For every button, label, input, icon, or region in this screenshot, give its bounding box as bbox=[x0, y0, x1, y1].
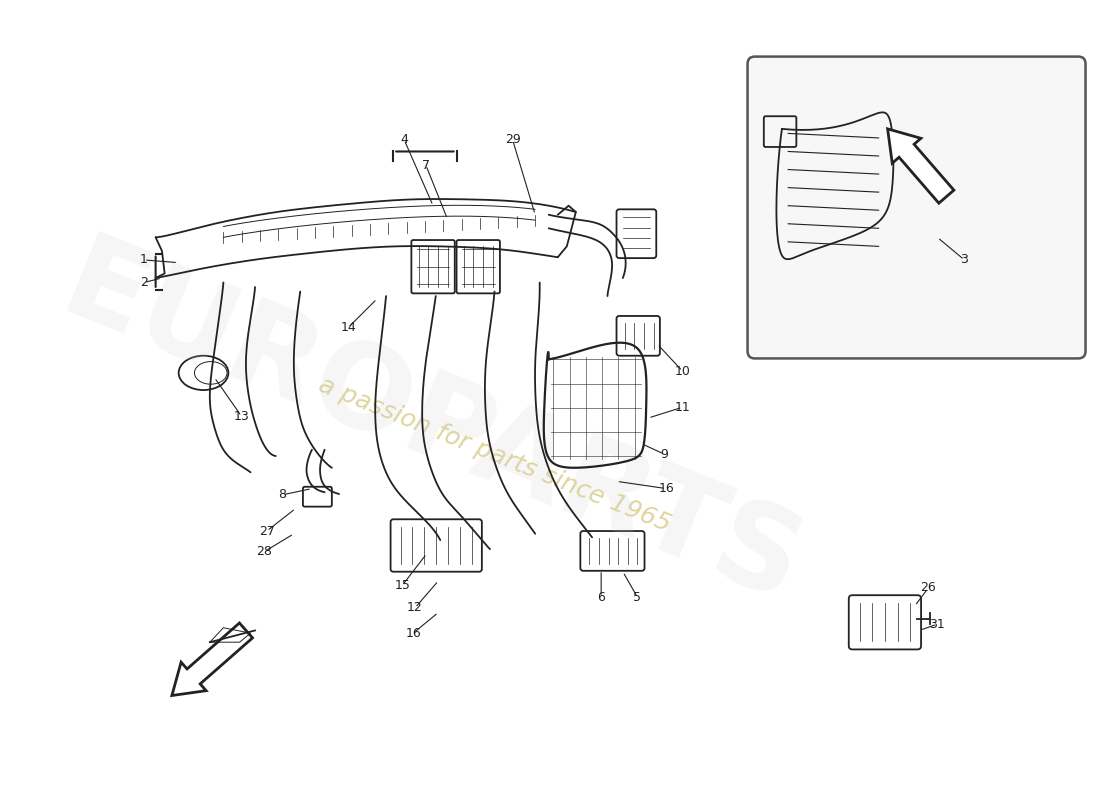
Text: 1: 1 bbox=[140, 254, 147, 266]
Text: 16: 16 bbox=[658, 482, 674, 495]
Text: 9: 9 bbox=[660, 448, 669, 461]
Text: 7: 7 bbox=[421, 158, 430, 171]
Text: 26: 26 bbox=[921, 582, 936, 594]
Text: 3: 3 bbox=[960, 254, 968, 266]
Text: 4: 4 bbox=[400, 134, 408, 146]
Text: 27: 27 bbox=[258, 525, 275, 538]
FancyArrow shape bbox=[172, 623, 253, 695]
Text: a passion for parts since 1965: a passion for parts since 1965 bbox=[315, 372, 674, 536]
Text: 31: 31 bbox=[930, 618, 945, 630]
Text: 6: 6 bbox=[597, 590, 605, 603]
Text: 13: 13 bbox=[233, 410, 250, 422]
Text: 28: 28 bbox=[256, 546, 272, 558]
FancyArrow shape bbox=[888, 129, 954, 203]
Text: 12: 12 bbox=[407, 602, 422, 614]
Text: 15: 15 bbox=[395, 578, 410, 592]
FancyBboxPatch shape bbox=[748, 57, 1086, 358]
Text: 16: 16 bbox=[405, 626, 421, 640]
Text: 10: 10 bbox=[674, 365, 691, 378]
Text: 8: 8 bbox=[278, 488, 286, 502]
Text: 29: 29 bbox=[505, 134, 520, 146]
Text: 2: 2 bbox=[140, 276, 147, 289]
Text: 5: 5 bbox=[634, 590, 641, 603]
Text: 14: 14 bbox=[340, 322, 356, 334]
Text: EUROPARTS: EUROPARTS bbox=[45, 226, 817, 628]
Text: 11: 11 bbox=[674, 401, 691, 414]
